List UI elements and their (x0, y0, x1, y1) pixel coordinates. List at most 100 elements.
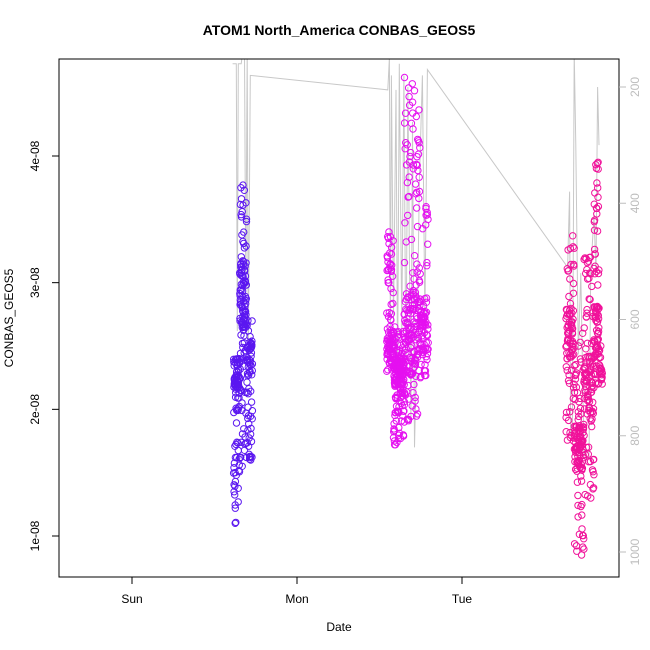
data-point (573, 547, 581, 555)
data-point (566, 299, 575, 308)
data-point (585, 295, 593, 303)
data-point (584, 450, 592, 458)
data-point (568, 330, 577, 338)
data-point (409, 125, 417, 133)
data-point (562, 363, 570, 371)
data-point (593, 204, 601, 213)
data-point (401, 219, 409, 227)
data-point (410, 252, 419, 260)
data-point (248, 360, 257, 368)
data-point (240, 244, 249, 252)
data-point (395, 408, 403, 416)
data-point (577, 461, 586, 469)
y-tick-label: 3e-08 (28, 267, 42, 298)
data-point (563, 366, 571, 375)
data-point (423, 350, 432, 358)
data-point (424, 325, 432, 333)
data-point (591, 262, 599, 270)
data-point (580, 535, 588, 543)
data-point (595, 346, 604, 355)
data-point (408, 331, 416, 339)
data-point (240, 425, 248, 433)
data-point (409, 161, 418, 169)
data-point (231, 519, 239, 527)
data-point (578, 500, 586, 509)
data-point (399, 432, 408, 440)
x-tick-label: Tue (452, 592, 473, 606)
data-point (590, 200, 598, 208)
data-point (579, 424, 588, 432)
right-axis: 200 400 600 800 1000 (619, 77, 642, 565)
data-point (570, 262, 578, 270)
data-point (570, 388, 579, 397)
y-axis-label: CONBAS_GEOS5 (2, 268, 16, 367)
data-point (589, 484, 598, 492)
data-point (584, 443, 593, 451)
data-point (246, 430, 255, 438)
data-point (423, 208, 431, 217)
data-point (569, 289, 578, 297)
data-point (422, 203, 430, 211)
data-point (576, 404, 585, 413)
data-point (389, 237, 397, 245)
data-point (232, 518, 240, 527)
data-point (231, 504, 240, 512)
data-point (574, 491, 582, 500)
data-point (242, 299, 250, 308)
data-point (579, 531, 587, 540)
data-point (234, 446, 243, 455)
data-point (594, 335, 602, 343)
data-point (577, 551, 586, 559)
data-point (404, 211, 412, 220)
data-point (587, 494, 595, 502)
data-point (247, 437, 256, 446)
y-tick-label: 4e-08 (28, 140, 42, 171)
data-point (241, 272, 250, 280)
data-point (415, 173, 423, 181)
data-point (242, 295, 251, 303)
data-point (387, 310, 396, 318)
data-point (393, 332, 401, 341)
data-point (243, 322, 251, 330)
data-point (415, 278, 424, 286)
data-point (594, 193, 602, 201)
data-point (594, 327, 603, 336)
data-point (580, 431, 588, 440)
data-point (575, 412, 583, 421)
data-point (593, 179, 601, 187)
data-point (585, 398, 594, 406)
data-point (247, 398, 256, 406)
data-point (596, 353, 605, 362)
data-point (410, 87, 419, 95)
data-point (403, 141, 411, 149)
data-point (584, 257, 593, 265)
series-1 (229, 181, 257, 527)
data-point (422, 298, 431, 306)
data-point (417, 360, 425, 369)
data-point (401, 109, 410, 117)
data-point (413, 260, 421, 268)
data-point (424, 321, 432, 329)
data-point (423, 258, 431, 267)
data-point (245, 420, 253, 428)
data-point (408, 80, 416, 88)
data-point (247, 387, 255, 395)
data-point (591, 250, 599, 258)
data-point (586, 295, 594, 304)
data-point (238, 462, 246, 470)
data-point (247, 361, 255, 369)
data-point (241, 306, 249, 315)
data-point (594, 281, 602, 289)
data-point (582, 345, 590, 353)
data-point (234, 498, 242, 506)
data-point (594, 184, 602, 192)
chart-title: ATOM1 North_America CONBAS_GEOS5 (203, 22, 476, 38)
data-point (405, 192, 413, 201)
data-point (577, 477, 586, 485)
data-point (246, 360, 254, 368)
x-tick-label: Sun (121, 592, 142, 606)
right-tick-label: 1000 (628, 538, 642, 565)
series-3 (562, 158, 606, 559)
data-point (569, 307, 578, 315)
data-point (241, 307, 250, 316)
